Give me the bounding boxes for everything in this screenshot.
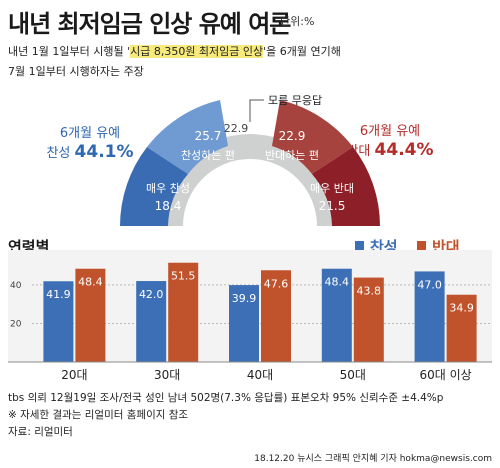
unit-label: 단위:%: [280, 15, 315, 28]
lean-oppose-value: 22.9: [279, 129, 306, 143]
strong-oppose-value: 21.5: [319, 199, 346, 213]
oppose-group-label: 6개월 유예 반대 44.4%: [335, 122, 445, 161]
subtitle-line1-post: '을 6개월 연기해: [263, 45, 341, 58]
lean-support-value: 25.7: [195, 129, 222, 143]
footer: tbs 의뢰 12월19일 조사/전국 성인 남녀 502명(7.3% 응답률)…: [8, 390, 443, 441]
subtitle-line2: 7월 1일부터 시행하자는 주장: [8, 65, 144, 78]
opinion-semicircle: 매우 찬성 18.4 25.7 찬성하는 편 22.9 반대하는 편 매우 반대…: [120, 94, 380, 226]
category-label: 20대: [61, 368, 87, 382]
category-label: 40대: [247, 368, 273, 382]
bar-value-label: 48.4: [325, 276, 350, 289]
bar-value-label: 51.5: [171, 270, 196, 283]
footer-survey-note: tbs 의뢰 12월19일 조사/전국 성인 남녀 502명(7.3% 응답률)…: [8, 392, 444, 404]
support-label-2: 찬성: [46, 146, 71, 161]
footer-source: 자료: 리얼미터: [8, 426, 73, 438]
strong-support-label: 매우 찬성: [146, 181, 190, 195]
strong-support-value: 18.4: [155, 199, 182, 213]
unknown-label: 모름 무응답: [268, 94, 322, 107]
bar-value-label: 43.8: [357, 285, 382, 298]
oppose-total: 44.4%: [374, 140, 434, 160]
legend-support-swatch: [355, 241, 364, 250]
segment-lean-oppose: [272, 100, 353, 174]
credit-line: 18.12.20 뉴시스 그래픽 안지혜 기자 hokma@newsis.com: [254, 454, 492, 464]
lean-oppose-label: 반대하는 편: [265, 148, 319, 162]
category-label: 30대: [154, 368, 180, 382]
bar-value-label: 47.0: [417, 278, 442, 291]
bar-support: [229, 285, 259, 362]
bar-support: [136, 281, 167, 362]
bar-value-label: 34.9: [449, 302, 474, 315]
unknown-value: 22.9: [224, 122, 249, 135]
bar-value-label: 42.0: [139, 288, 164, 301]
y-tick-label: 40: [10, 281, 22, 291]
page-title: 내년 최저임금 인상 유예 여론: [8, 10, 291, 38]
category-label: 60대 이상: [419, 368, 471, 382]
bar-support: [321, 268, 352, 362]
footer-reference-note: ※ 자세한 결과는 리얼미터 홈페이지 참조: [8, 409, 189, 421]
age-bar-chart: 40 20 41.9 48.4 20대 42.0 51.5 30대 39.9 47.6 40대 48.…: [8, 250, 492, 382]
strong-oppose-label: 매우 반대: [310, 182, 354, 195]
bar-value-label: 39.9: [232, 292, 257, 305]
bar-value-label: 47.6: [264, 277, 289, 290]
oppose-label-1: 6개월 유예: [359, 124, 421, 139]
subtitle: 내년 1월 1일부터 시행될 '시급 8,350원 최저임금 인상'을 6개월 …: [8, 42, 448, 82]
subtitle-highlight: 시급 8,350원 최저임금 인상: [130, 45, 264, 58]
bar-oppose: [168, 262, 199, 362]
bar-support: [414, 271, 445, 362]
bar-value-label: 48.4: [78, 276, 103, 289]
unknown-leader-line: [249, 99, 264, 122]
bar-value-label: 41.9: [46, 288, 71, 301]
y-tick-label: 20: [10, 319, 22, 329]
legend-oppose-swatch: [417, 241, 426, 250]
bar-oppose: [75, 268, 106, 362]
bar-support: [43, 281, 74, 362]
support-total: 44.1%: [74, 142, 134, 162]
category-label: 50대: [340, 368, 366, 382]
subtitle-line1-pre: 내년 1월 1일부터 시행될 ': [8, 45, 131, 58]
support-group-label: 6개월 유예 찬성 44.1%: [40, 124, 140, 163]
bar-oppose: [446, 294, 477, 362]
bar-oppose: [261, 270, 291, 362]
segment-lean-support: [147, 100, 228, 174]
support-label-1: 6개월 유예: [59, 126, 121, 141]
lean-support-label: 찬성하는 편: [181, 148, 235, 162]
segment-strong-support: [120, 147, 188, 226]
segment-strong-oppose: [312, 147, 380, 226]
bar-oppose: [353, 277, 384, 362]
